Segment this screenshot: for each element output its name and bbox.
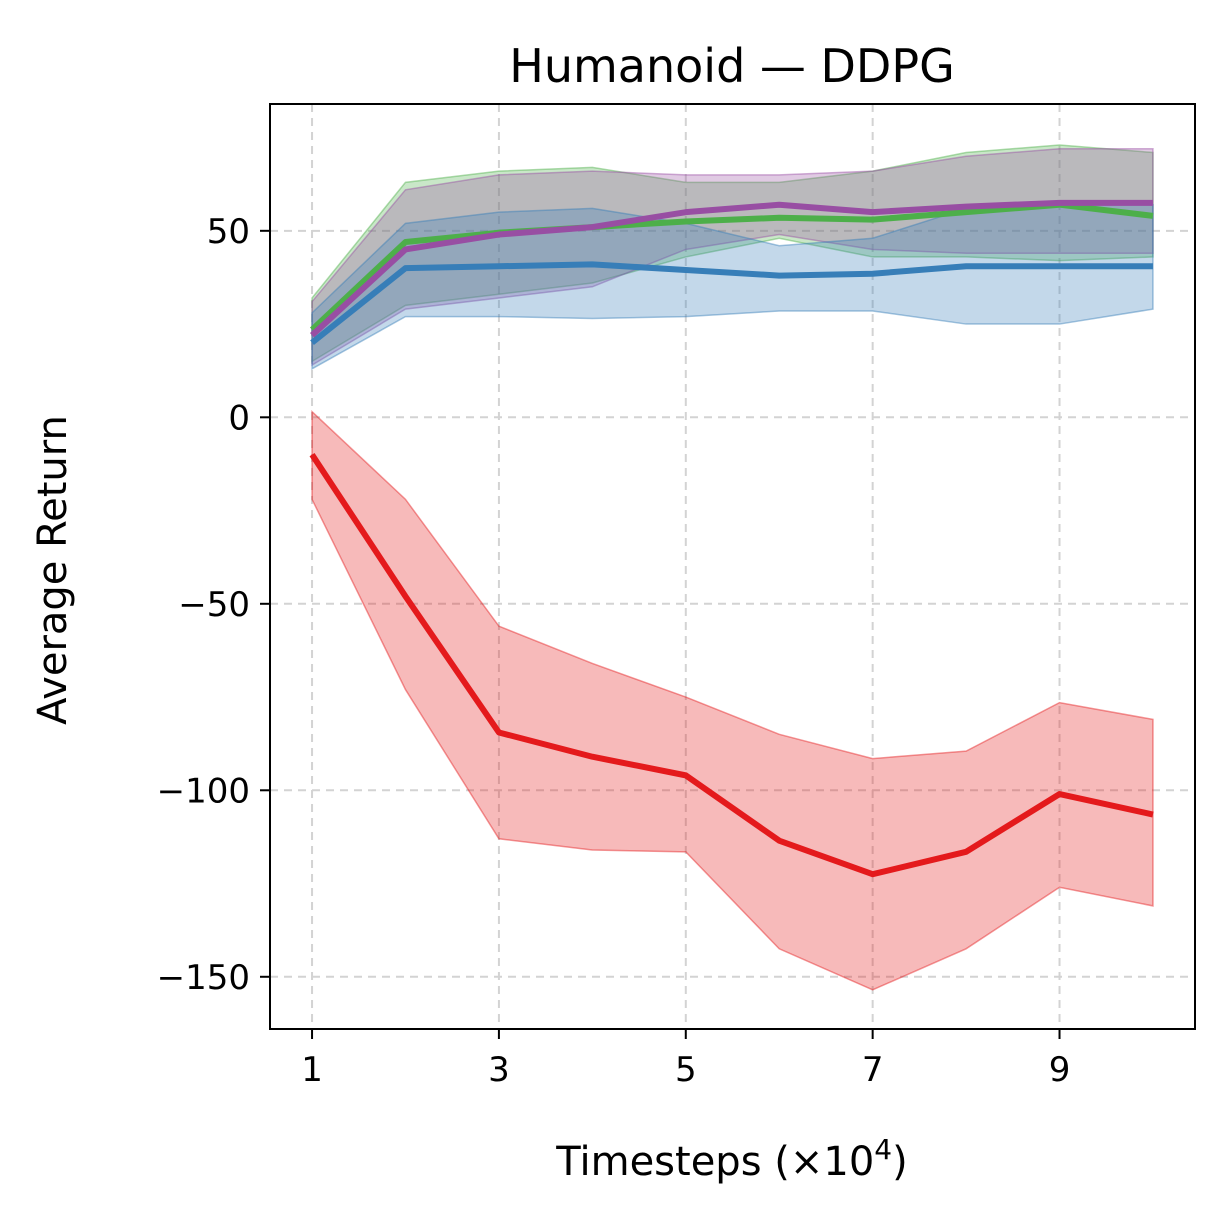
y-tick-label: 0 (228, 398, 250, 438)
y-tick-label: −50 (178, 585, 250, 625)
grid (270, 104, 1195, 1029)
axis-ticks: 1 3 5 7 9 50 0 −50 −100 −150 (157, 212, 1071, 1090)
line-red (309, 452, 1154, 878)
line-green (309, 201, 1154, 332)
plot-frame (269, 103, 1196, 1030)
x-tick-label: 5 (675, 1050, 697, 1090)
line-purple (310, 199, 1153, 338)
band-purple (311, 148, 1154, 367)
y-tick-label: −150 (157, 958, 250, 998)
y-axis-label: Average Return (30, 415, 76, 725)
band-green (311, 144, 1154, 363)
y-tick-label: −100 (157, 771, 250, 811)
x-tick-label: 7 (862, 1050, 884, 1090)
x-axis-label-exponent: 4 (874, 1133, 892, 1166)
series-lines (309, 199, 1154, 878)
chart-title: Humanoid — DDPG (509, 39, 955, 93)
x-axis-label-suffix: ) (892, 1139, 908, 1185)
x-axis-label: Timesteps (×104) (555, 1133, 907, 1185)
x-axis-label-main: Timesteps (×10 (555, 1139, 874, 1185)
x-tick-label: 3 (488, 1050, 510, 1090)
y-tick-label: 50 (207, 212, 250, 252)
x-tick-label: 9 (1049, 1050, 1071, 1090)
line-blue (310, 261, 1153, 346)
band-red (311, 409, 1154, 991)
x-tick-label: 1 (301, 1050, 323, 1090)
confidence-bands (311, 144, 1154, 991)
band-blue (311, 203, 1154, 371)
